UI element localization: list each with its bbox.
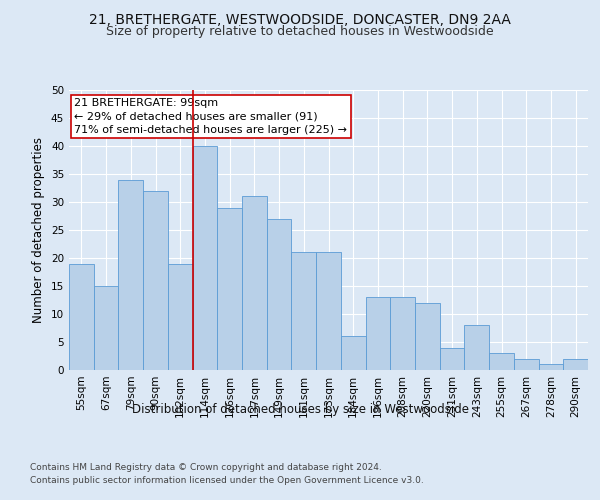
Bar bbox=[415, 303, 440, 370]
Bar bbox=[217, 208, 242, 370]
Bar bbox=[316, 252, 341, 370]
Bar bbox=[118, 180, 143, 370]
Bar bbox=[563, 359, 588, 370]
Text: Size of property relative to detached houses in Westwoodside: Size of property relative to detached ho… bbox=[106, 25, 494, 38]
Bar bbox=[168, 264, 193, 370]
Text: Contains public sector information licensed under the Open Government Licence v3: Contains public sector information licen… bbox=[30, 476, 424, 485]
Bar bbox=[143, 191, 168, 370]
Bar bbox=[390, 297, 415, 370]
Bar bbox=[69, 264, 94, 370]
Y-axis label: Number of detached properties: Number of detached properties bbox=[32, 137, 46, 323]
Bar bbox=[341, 336, 365, 370]
Bar bbox=[440, 348, 464, 370]
Text: 21 BRETHERGATE: 99sqm
← 29% of detached houses are smaller (91)
71% of semi-deta: 21 BRETHERGATE: 99sqm ← 29% of detached … bbox=[74, 98, 347, 135]
Bar bbox=[193, 146, 217, 370]
Text: Contains HM Land Registry data © Crown copyright and database right 2024.: Contains HM Land Registry data © Crown c… bbox=[30, 462, 382, 471]
Bar bbox=[464, 325, 489, 370]
Bar bbox=[514, 359, 539, 370]
Text: 21, BRETHERGATE, WESTWOODSIDE, DONCASTER, DN9 2AA: 21, BRETHERGATE, WESTWOODSIDE, DONCASTER… bbox=[89, 12, 511, 26]
Text: Distribution of detached houses by size in Westwoodside: Distribution of detached houses by size … bbox=[131, 402, 469, 415]
Bar bbox=[267, 219, 292, 370]
Bar bbox=[489, 353, 514, 370]
Bar bbox=[365, 297, 390, 370]
Bar bbox=[242, 196, 267, 370]
Bar bbox=[539, 364, 563, 370]
Bar bbox=[292, 252, 316, 370]
Bar bbox=[94, 286, 118, 370]
